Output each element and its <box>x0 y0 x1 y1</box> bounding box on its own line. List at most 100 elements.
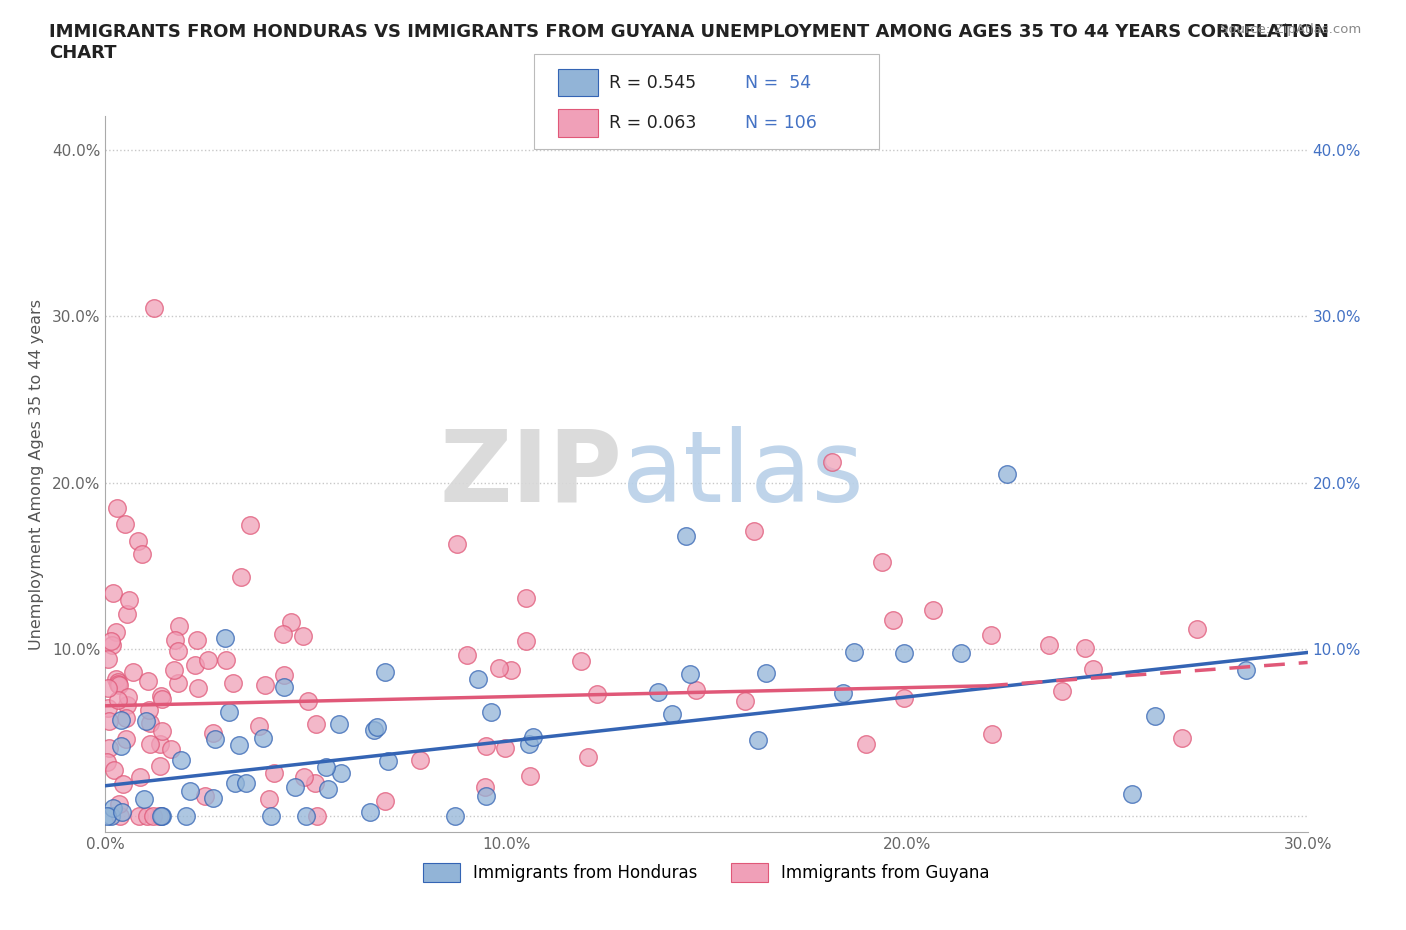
Point <box>515 591 537 605</box>
Point <box>229 569 252 584</box>
Point <box>174 808 197 823</box>
Point <box>167 644 190 658</box>
Point <box>149 808 172 823</box>
Point <box>107 677 129 692</box>
Point <box>374 794 396 809</box>
Point <box>149 737 172 751</box>
Point <box>117 689 139 704</box>
Point <box>980 726 1002 741</box>
Point <box>159 741 181 756</box>
Point <box>224 776 246 790</box>
Point <box>1038 637 1060 652</box>
Point <box>118 593 141 608</box>
Point <box>136 673 159 688</box>
Point <box>114 517 136 532</box>
Point <box>517 737 540 751</box>
Point <box>96 754 118 769</box>
Point <box>494 741 516 756</box>
Point <box>586 686 609 701</box>
Point <box>316 782 339 797</box>
Point <box>363 723 385 737</box>
Point <box>184 658 207 672</box>
Point <box>475 739 498 754</box>
Point <box>922 603 945 618</box>
Point <box>1144 709 1167 724</box>
Point <box>870 554 893 569</box>
Text: IMMIGRANTS FROM HONDURAS VS IMMIGRANTS FROM GUYANA UNEMPLOYMENT AMONG AGES 35 TO: IMMIGRANTS FROM HONDURAS VS IMMIGRANTS F… <box>49 23 1329 62</box>
Point <box>115 731 138 746</box>
Point <box>842 644 865 659</box>
Point <box>139 715 162 730</box>
Point <box>742 524 765 538</box>
Point <box>252 731 274 746</box>
Point <box>273 679 295 694</box>
Text: N = 106: N = 106 <box>745 113 817 132</box>
Point <box>107 674 129 689</box>
Text: Source: ZipAtlas.com: Source: ZipAtlas.com <box>1220 23 1361 36</box>
Point <box>747 733 769 748</box>
Point <box>377 753 399 768</box>
Point <box>169 618 191 633</box>
Point <box>1185 621 1208 636</box>
Point <box>100 633 122 648</box>
Point <box>734 693 756 708</box>
Point <box>107 796 129 811</box>
Point <box>117 698 139 712</box>
Point <box>218 705 240 720</box>
Point <box>170 752 193 767</box>
Point <box>291 629 314 644</box>
Point <box>305 717 328 732</box>
Point <box>142 300 165 315</box>
Point <box>111 805 134 820</box>
Point <box>105 501 128 516</box>
Point <box>515 633 537 648</box>
Point <box>235 776 257 790</box>
Point <box>980 628 1002 643</box>
Point <box>284 780 307 795</box>
Point <box>315 760 337 775</box>
Point <box>576 750 599 764</box>
Point <box>488 660 510 675</box>
Point <box>108 808 131 823</box>
Point <box>101 801 124 816</box>
Point <box>949 645 972 660</box>
Point <box>661 707 683 722</box>
Point <box>467 671 489 686</box>
Point <box>569 654 592 669</box>
Point <box>374 665 396 680</box>
Point <box>107 693 129 708</box>
Point <box>228 737 250 752</box>
Point <box>260 808 283 823</box>
Point <box>832 685 855 700</box>
Point <box>148 808 170 823</box>
Point <box>475 789 498 804</box>
Point <box>679 667 702 682</box>
Text: R = 0.063: R = 0.063 <box>609 113 696 132</box>
Point <box>263 765 285 780</box>
Point <box>1074 641 1097 656</box>
Point <box>186 632 208 647</box>
Point <box>366 720 388 735</box>
Point <box>1234 662 1257 677</box>
Point <box>112 777 135 791</box>
Point <box>305 808 328 823</box>
Point <box>163 632 186 647</box>
Point <box>273 668 295 683</box>
Point <box>115 711 138 725</box>
Point <box>150 808 173 823</box>
Point <box>110 713 132 728</box>
Point <box>110 738 132 753</box>
Point <box>995 467 1018 482</box>
Point <box>259 791 281 806</box>
Point <box>519 769 541 784</box>
Point <box>329 765 352 780</box>
Point <box>179 783 201 798</box>
Point <box>215 653 238 668</box>
Point <box>162 663 184 678</box>
Point <box>98 713 121 728</box>
Point <box>222 675 245 690</box>
Point <box>108 677 131 692</box>
Text: N =  54: N = 54 <box>745 73 811 91</box>
Point <box>292 769 315 784</box>
Point <box>446 537 468 551</box>
